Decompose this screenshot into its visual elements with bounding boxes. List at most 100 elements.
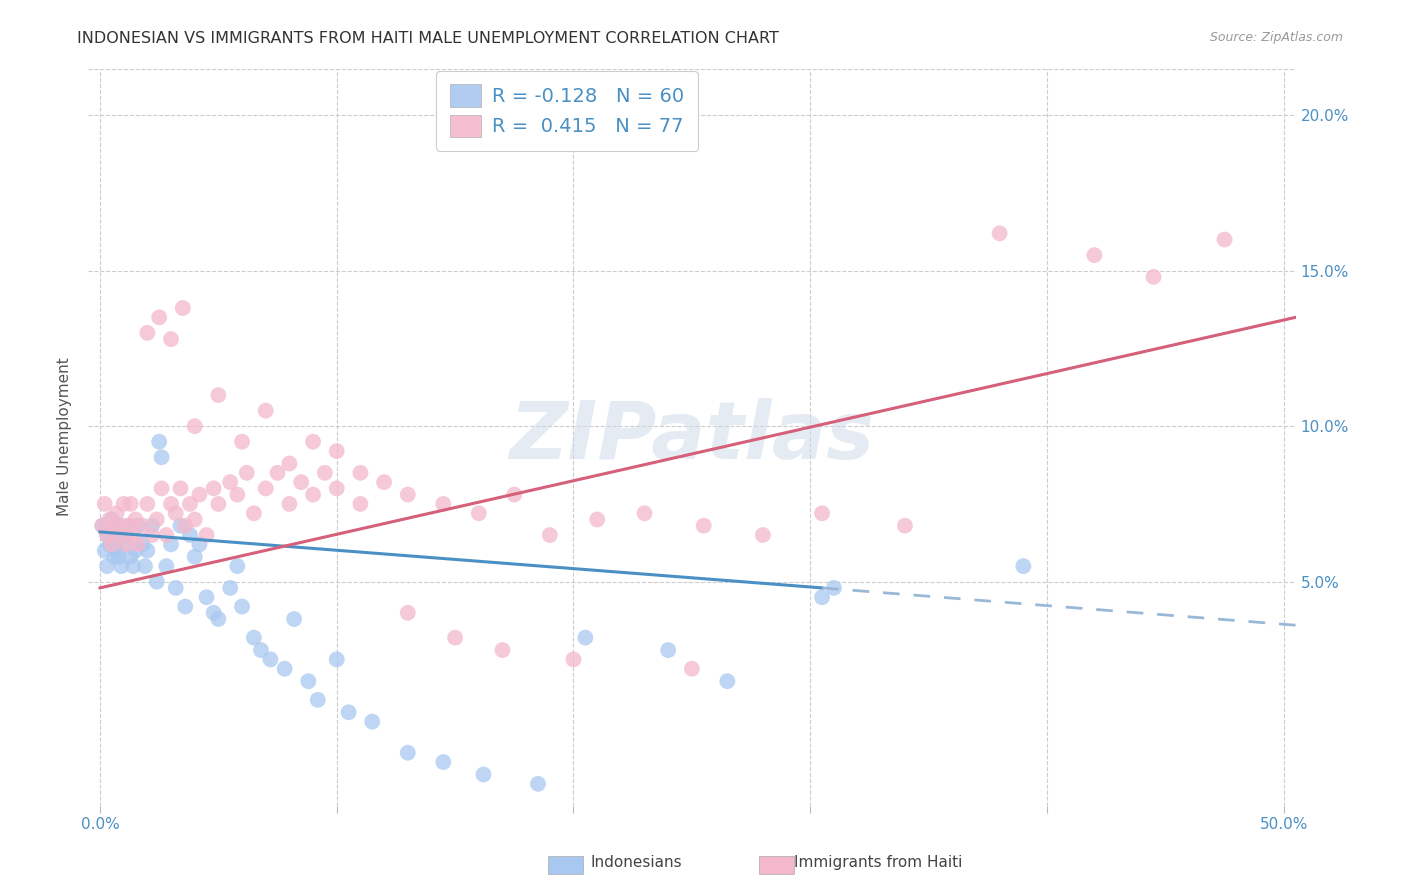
Point bbox=[1213, 233, 1236, 247]
Point bbox=[155, 559, 177, 574]
Point bbox=[160, 537, 183, 551]
Point bbox=[124, 512, 146, 526]
Point bbox=[150, 450, 173, 465]
Point bbox=[811, 591, 834, 605]
Point bbox=[231, 434, 253, 449]
Point bbox=[314, 466, 336, 480]
Point bbox=[112, 497, 135, 511]
Point bbox=[108, 549, 131, 564]
Point bbox=[468, 506, 491, 520]
Point bbox=[117, 518, 139, 533]
Point bbox=[562, 652, 585, 666]
Point bbox=[96, 528, 118, 542]
Point bbox=[823, 581, 845, 595]
Point bbox=[444, 631, 467, 645]
Point bbox=[219, 475, 242, 490]
Point bbox=[894, 518, 917, 533]
Text: Indonesians: Indonesians bbox=[591, 855, 682, 870]
Point bbox=[136, 497, 159, 511]
Point bbox=[103, 549, 125, 564]
Point bbox=[98, 512, 121, 526]
Point bbox=[236, 466, 259, 480]
Point bbox=[110, 559, 132, 574]
Point bbox=[148, 434, 170, 449]
Point bbox=[1083, 248, 1105, 262]
Point bbox=[141, 518, 163, 533]
Point bbox=[283, 612, 305, 626]
Point bbox=[127, 537, 149, 551]
Point bbox=[117, 518, 139, 533]
Point bbox=[195, 591, 218, 605]
Point bbox=[179, 497, 201, 511]
Point bbox=[273, 662, 295, 676]
Point bbox=[169, 482, 191, 496]
Point bbox=[183, 419, 205, 434]
Point bbox=[136, 326, 159, 340]
Point bbox=[297, 674, 319, 689]
Point bbox=[112, 537, 135, 551]
Point bbox=[254, 482, 277, 496]
Point bbox=[124, 543, 146, 558]
Point bbox=[165, 506, 187, 520]
Point bbox=[527, 777, 550, 791]
Point bbox=[101, 512, 124, 526]
Point bbox=[226, 487, 249, 501]
Point bbox=[432, 497, 454, 511]
Point bbox=[115, 528, 138, 542]
Point bbox=[120, 497, 142, 511]
Point bbox=[657, 643, 679, 657]
Point bbox=[160, 497, 183, 511]
Point bbox=[195, 528, 218, 542]
Point bbox=[373, 475, 395, 490]
Point bbox=[160, 332, 183, 346]
Point bbox=[361, 714, 384, 729]
Point bbox=[174, 599, 197, 614]
Point bbox=[93, 543, 115, 558]
Point bbox=[207, 612, 229, 626]
Point bbox=[165, 581, 187, 595]
Point bbox=[586, 512, 609, 526]
Point bbox=[337, 706, 360, 720]
Point bbox=[183, 512, 205, 526]
Point bbox=[141, 528, 163, 542]
Point bbox=[491, 643, 513, 657]
Point bbox=[538, 528, 561, 542]
Point bbox=[396, 487, 419, 501]
Point bbox=[131, 537, 153, 551]
Point bbox=[103, 518, 125, 533]
Point bbox=[96, 559, 118, 574]
Text: Source: ZipAtlas.com: Source: ZipAtlas.com bbox=[1209, 31, 1343, 45]
Point bbox=[150, 482, 173, 496]
Point bbox=[302, 487, 325, 501]
Point bbox=[254, 403, 277, 417]
Point bbox=[105, 506, 128, 520]
Point bbox=[120, 549, 142, 564]
Point bbox=[207, 497, 229, 511]
Point bbox=[146, 512, 169, 526]
Point bbox=[988, 227, 1011, 241]
Point bbox=[98, 537, 121, 551]
Point bbox=[105, 543, 128, 558]
Point bbox=[131, 518, 153, 533]
Point bbox=[122, 528, 145, 542]
Point bbox=[752, 528, 775, 542]
Point bbox=[326, 482, 349, 496]
Point bbox=[108, 528, 131, 542]
Point bbox=[219, 581, 242, 595]
Point bbox=[148, 310, 170, 325]
Point bbox=[326, 444, 349, 458]
Point bbox=[503, 487, 526, 501]
Point bbox=[134, 559, 156, 574]
Point bbox=[266, 466, 288, 480]
Point bbox=[207, 388, 229, 402]
Point bbox=[155, 528, 177, 542]
Y-axis label: Male Unemployment: Male Unemployment bbox=[58, 358, 72, 516]
Point bbox=[91, 518, 114, 533]
Point bbox=[127, 518, 149, 533]
Point bbox=[174, 518, 197, 533]
Point bbox=[93, 497, 115, 511]
Point bbox=[243, 506, 266, 520]
Point bbox=[396, 746, 419, 760]
Point bbox=[96, 528, 118, 542]
Point bbox=[349, 497, 371, 511]
